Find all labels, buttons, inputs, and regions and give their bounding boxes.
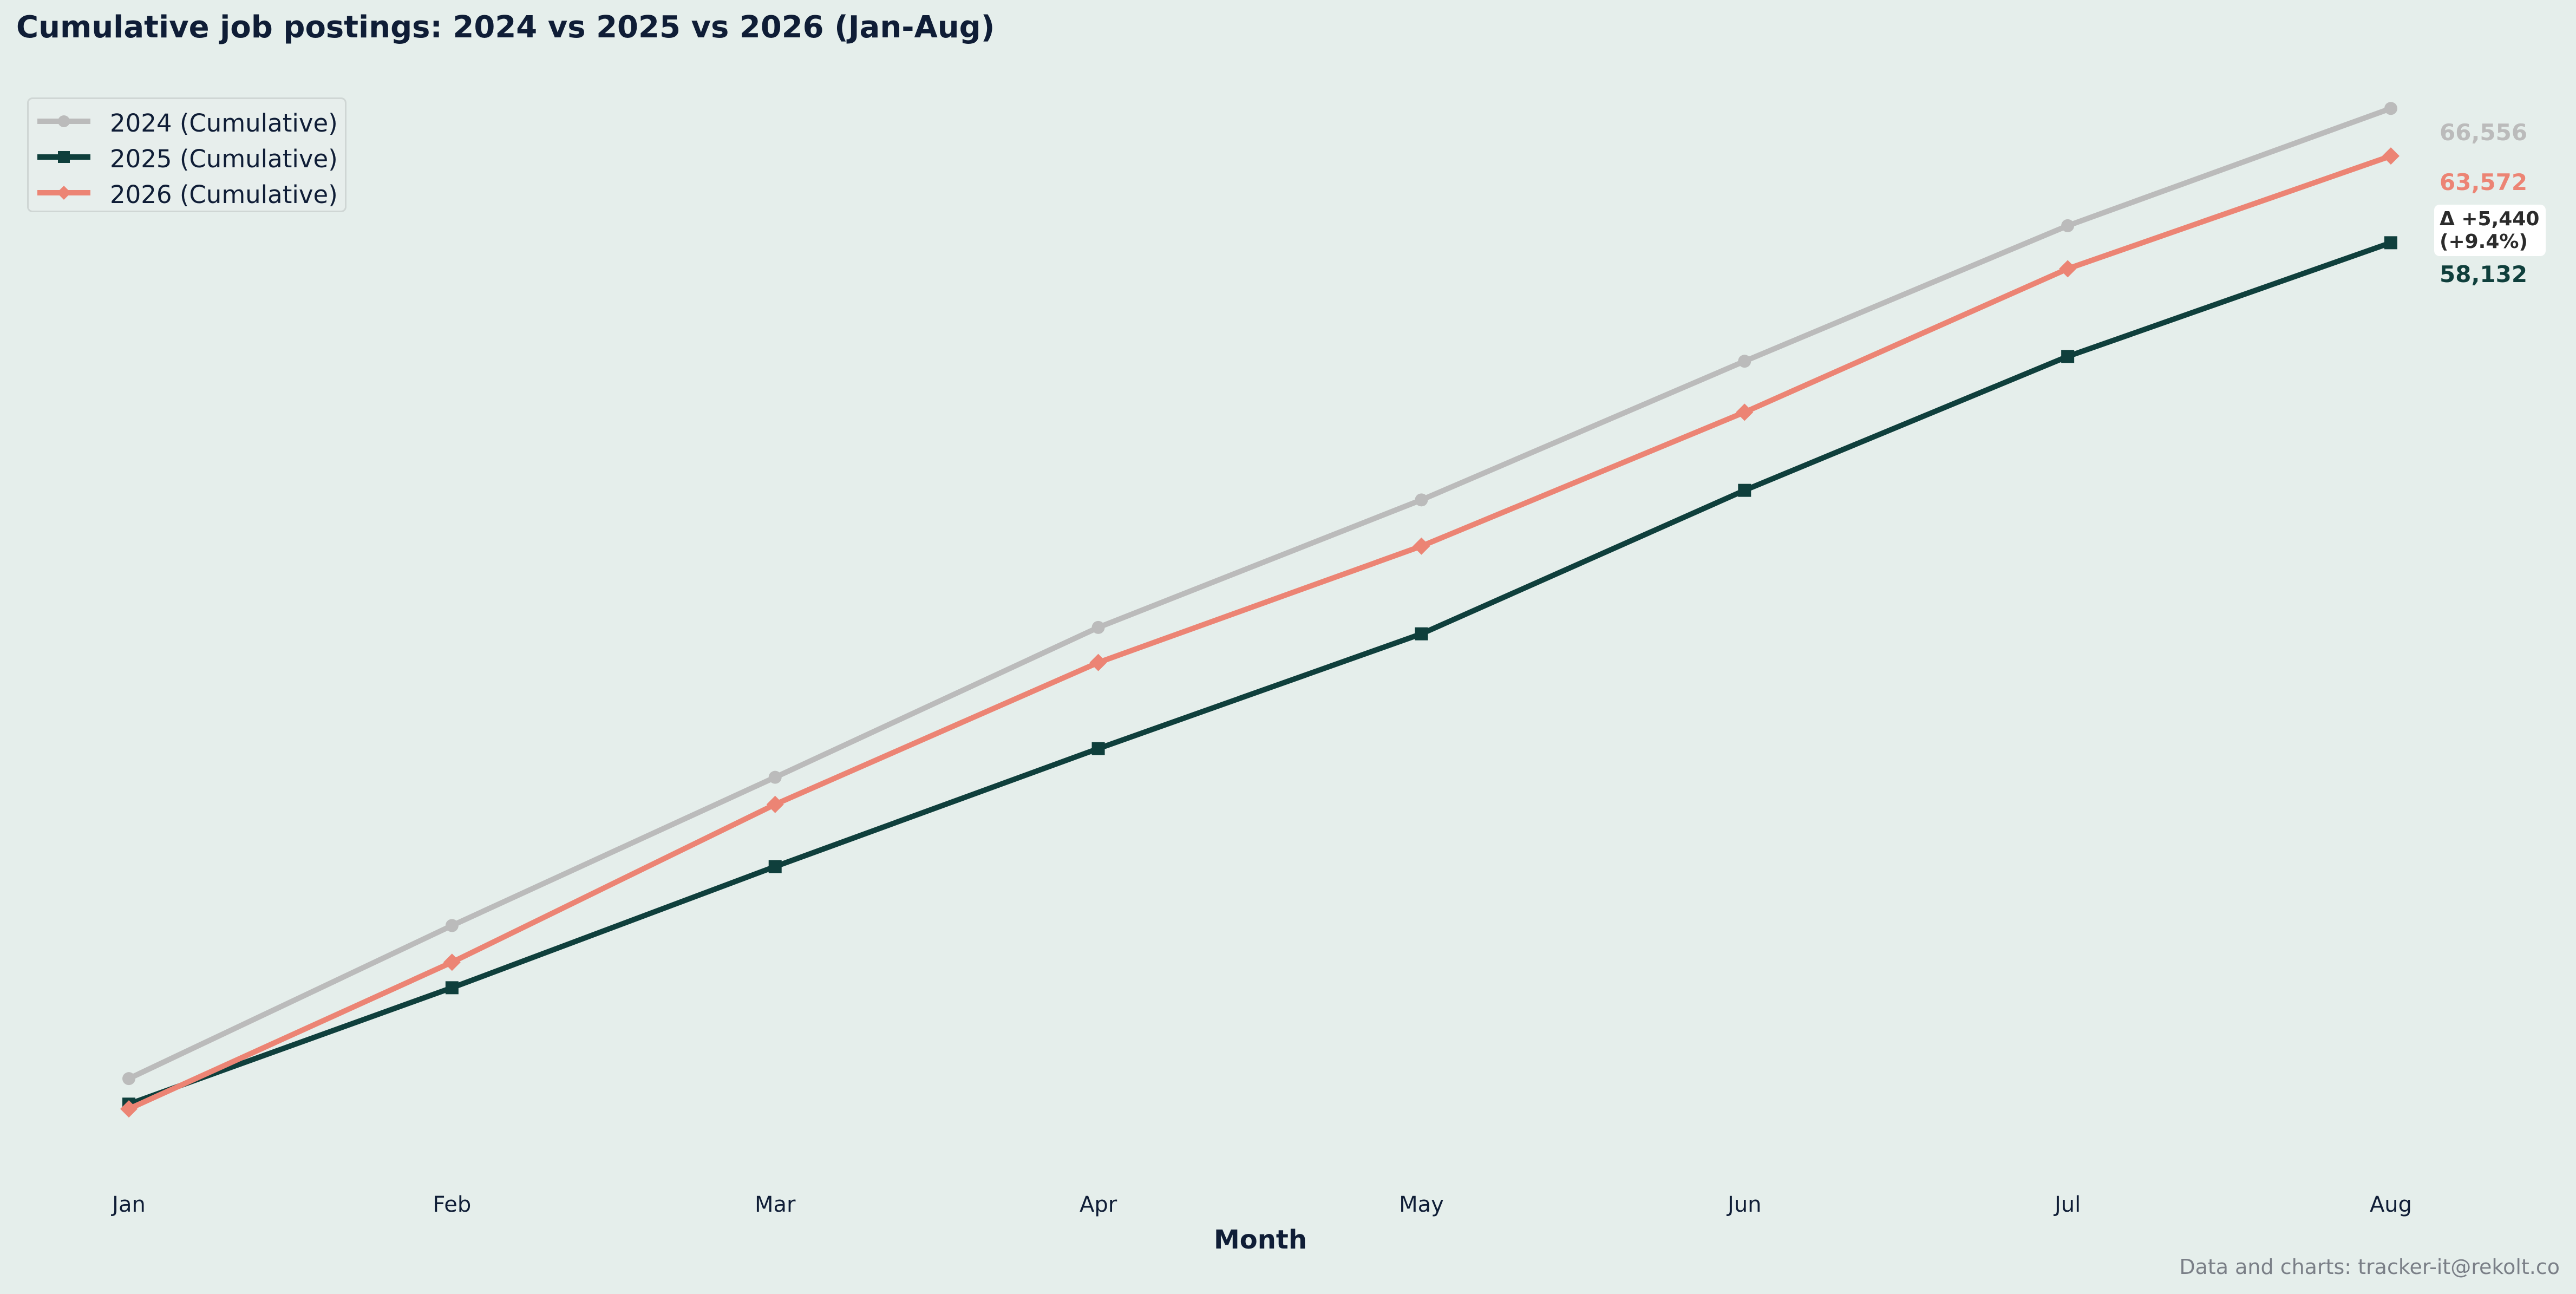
series-line-2025 [128,240,2392,1107]
delta-annotation: Δ +5,440 (+9.4%) [2434,205,2546,256]
x-tick-mar: Mar [754,1192,796,1217]
data-point-2026-aug [2382,147,2400,165]
data-point-2025-mar [768,860,782,873]
data-point-2026-mar [766,795,784,813]
end-label-2025: 58,132 [2440,261,2528,287]
data-point-2025-feb [445,981,459,995]
x-tick-feb: Feb [433,1192,472,1217]
data-point-2026-apr [1089,653,1107,671]
x-axis-label: Month [1213,1225,1307,1255]
credit-footer: Data and charts: tracker-it@rekolt.co [2179,1255,2560,1279]
legend-item-2026: 2026 (Cumulative) [29,175,345,211]
data-point-2026-jul [2059,260,2077,278]
legend-item-2025: 2025 (Cumulative) [29,139,345,175]
data-point-2025-may [1415,627,1428,641]
series-line-2024 [127,106,2392,1081]
end-label-2026: 63,572 [2440,169,2528,195]
data-point-2026-jun [1736,403,1754,421]
x-tick-apr: Apr [1079,1192,1117,1217]
data-point-2026-feb [443,953,461,971]
x-tick-jun: Jun [1728,1192,1762,1217]
series-2026 [120,147,2400,1118]
end-label-2024: 66,556 [2440,119,2528,146]
data-point-2024-jan [122,1072,135,1086]
data-point-2025-jul [2061,350,2075,363]
legend-label-2025: 2025 (Cumulative) [110,145,338,173]
x-tick-jul: Jul [2055,1192,2081,1217]
chart-title: Cumulative job postings: 2024 vs 2025 vs… [16,10,995,45]
x-tick-aug: Aug [2369,1192,2412,1217]
data-point-2024-may [1415,493,1428,507]
data-point-2026-may [1413,537,1430,555]
data-point-2025-apr [1091,742,1105,755]
x-tick-jan: Jan [112,1192,146,1217]
data-point-2024-apr [1091,620,1105,634]
data-point-2024-mar [768,770,782,784]
delta-percent: (+9.4%) [2440,231,2528,253]
data-point-2025-aug [2384,236,2397,250]
legend-label-2024: 2024 (Cumulative) [110,109,338,138]
data-point-2026-jan [120,1100,138,1118]
data-point-2024-jul [2061,219,2075,232]
series-2025 [122,236,2397,1111]
delta-value: Δ +5,440 [2440,208,2540,230]
data-point-2024-feb [445,919,459,932]
x-tick-may: May [1399,1192,1444,1217]
series-line-2026 [127,153,2392,1112]
chart-legend: 2024 (Cumulative) 2025 (Cumulative) 2026… [27,97,346,212]
series-2024 [122,102,2397,1086]
data-point-2024-aug [2384,102,2397,115]
legend-label-2026: 2026 (Cumulative) [110,180,338,209]
data-point-2025-jun [1738,483,1751,497]
data-point-2024-jun [1738,355,1751,368]
legend-item-2024: 2024 (Cumulative) [29,103,345,139]
